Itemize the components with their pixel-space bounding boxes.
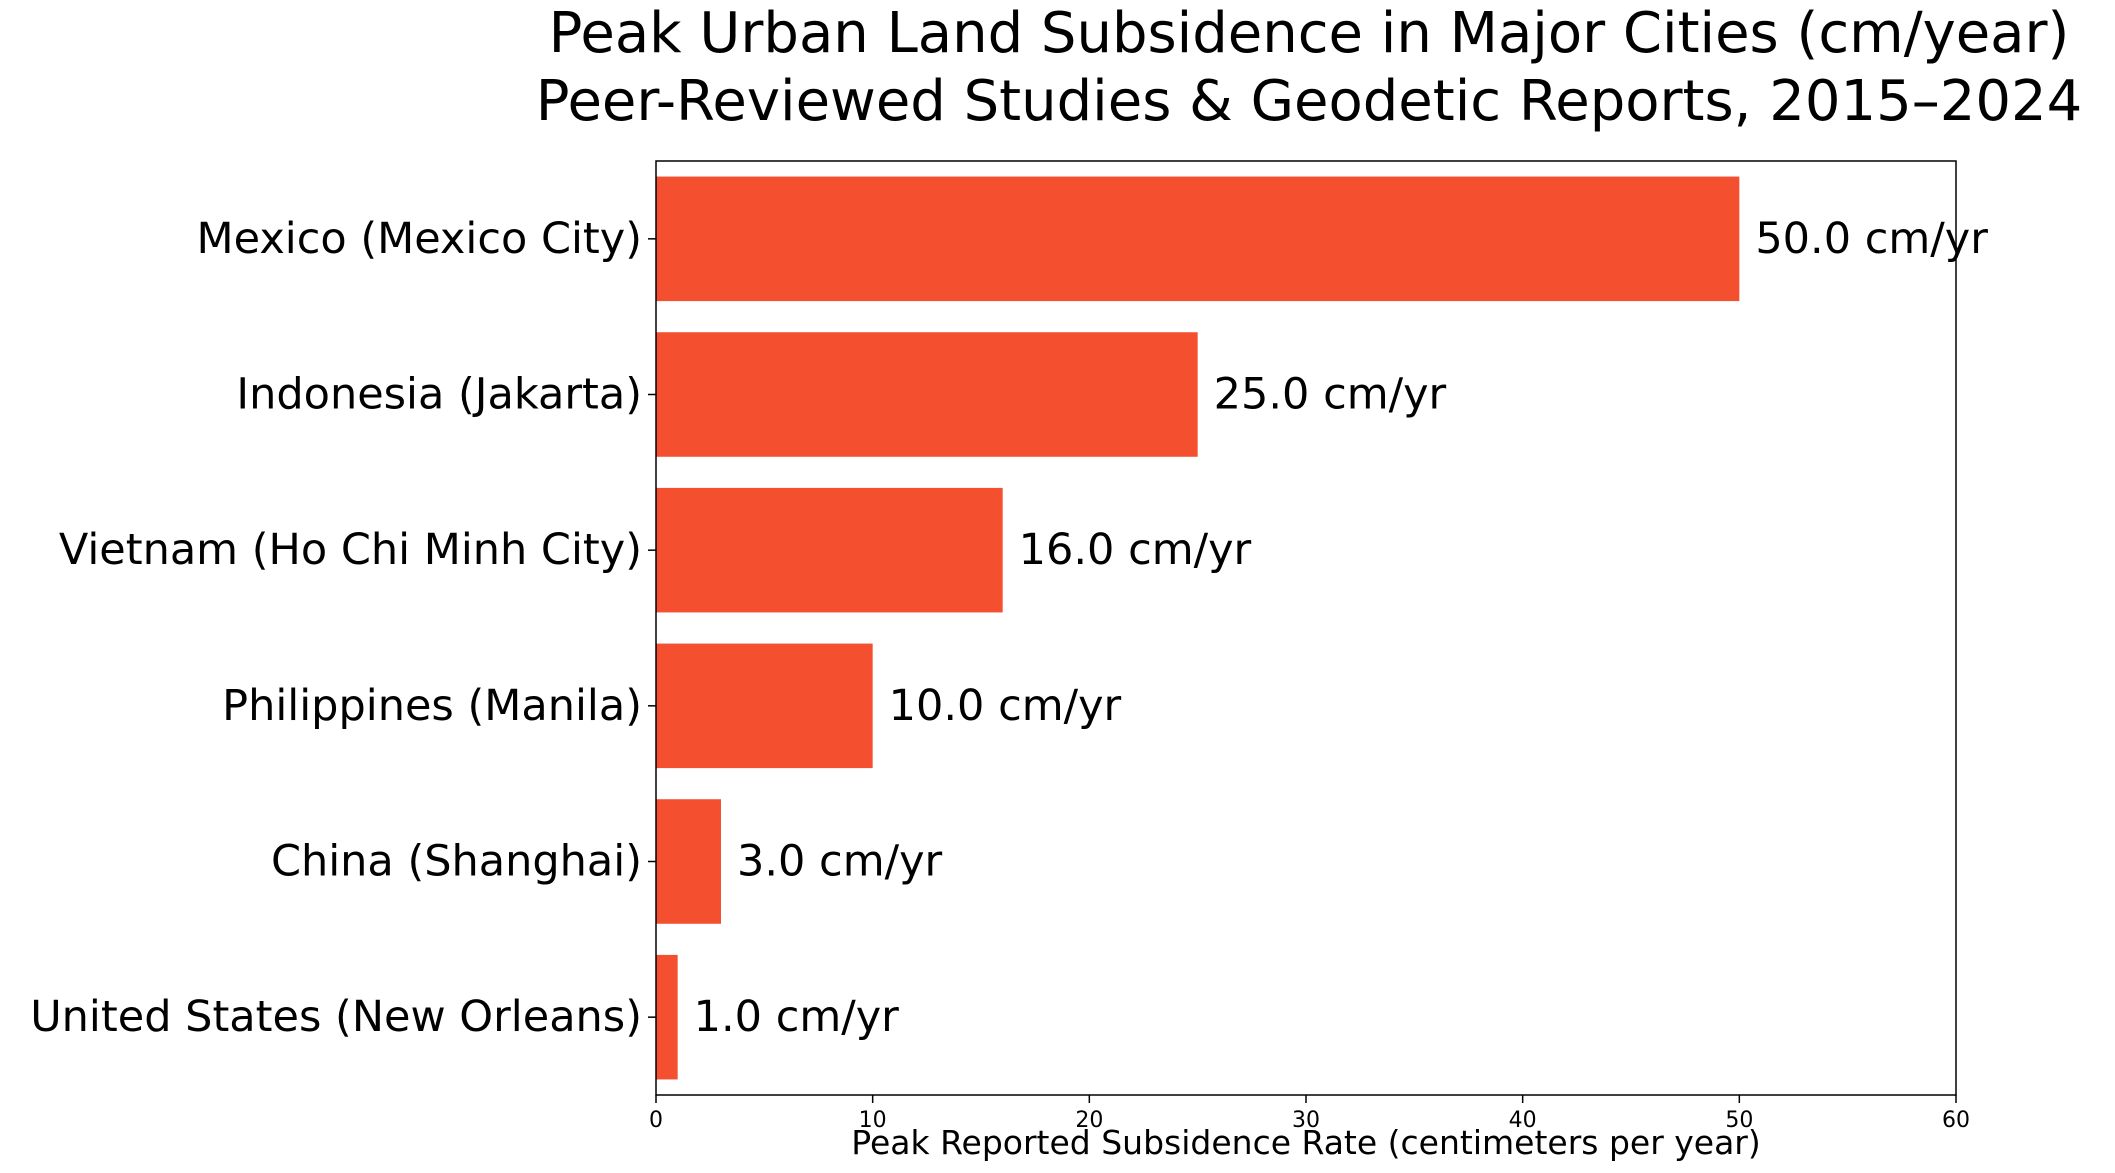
value-label: 1.0 cm/yr [694, 992, 900, 1042]
x-tick-label: 50 [1725, 1108, 1753, 1133]
value-label: 10.0 cm/yr [889, 681, 1122, 731]
value-label: 25.0 cm/yr [1214, 370, 1447, 420]
category-label: Mexico (Mexico City) [197, 214, 642, 264]
category-label: Philippines (Manila) [222, 681, 642, 731]
bar-0 [656, 176, 1740, 302]
x-axis-label: Peak Reported Subsidence Rate (centimete… [851, 1123, 1761, 1162]
x-tick-label: 10 [859, 1108, 887, 1133]
bar-5 [656, 954, 678, 1080]
category-label: China (Shanghai) [271, 837, 642, 887]
x-tick-label: 60 [1942, 1108, 1970, 1133]
bar-2 [656, 487, 1003, 613]
x-tick-label: 30 [1292, 1108, 1320, 1133]
value-label: 50.0 cm/yr [1755, 214, 1988, 264]
bar-1 [656, 332, 1198, 457]
value-label: 3.0 cm/yr [737, 837, 943, 887]
category-label: Vietnam (Ho Chi Minh City) [59, 525, 642, 575]
category-label: United States (New Orleans) [30, 992, 642, 1042]
category-label: Indonesia (Jakarta) [236, 370, 642, 420]
value-label: 16.0 cm/yr [1019, 525, 1252, 575]
x-tick-label: 40 [1509, 1108, 1537, 1133]
chart-subtitle: Peer-Reviewed Studies & Geodetic Reports… [536, 69, 2083, 134]
chart-title: Peak Urban Land Subsidence in Major Citi… [549, 1, 2070, 66]
bar-4 [656, 799, 721, 924]
x-tick-label: 20 [1075, 1108, 1103, 1133]
plot-area: Mexico (Mexico City) 50.0 cm/yr Indonesia … [30, 160, 1988, 1133]
x-tick-label: 0 [649, 1108, 663, 1133]
bar-3 [656, 643, 873, 769]
